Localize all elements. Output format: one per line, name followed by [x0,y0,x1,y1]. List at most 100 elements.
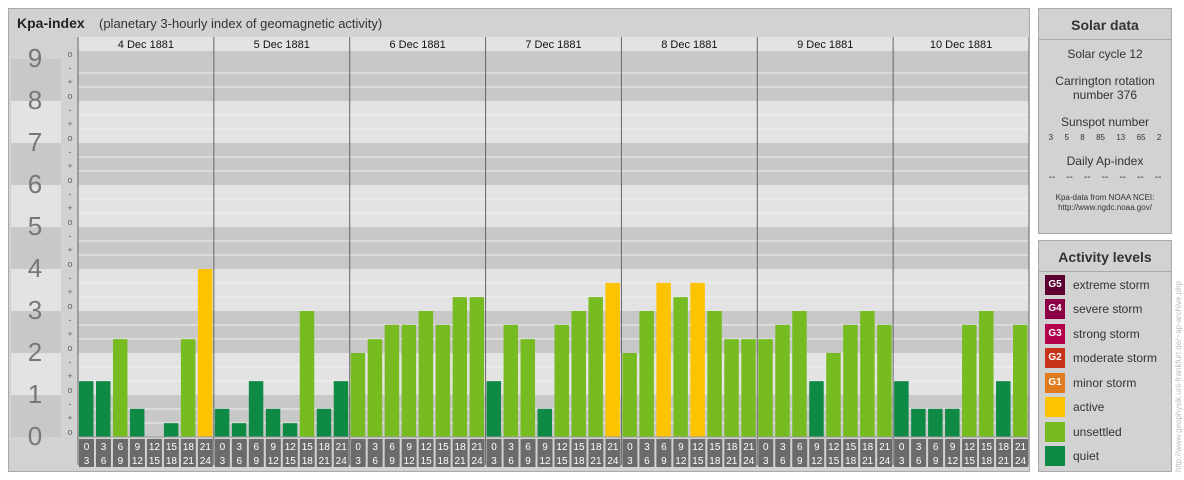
kpa-bar [112,339,128,437]
y-sub-tick-label: + [67,77,72,87]
y-axis-band [11,101,61,143]
kpa-bar [792,311,807,437]
x-interval-box [962,439,978,467]
x-tick-start: 18 [183,442,195,453]
x-tick-start: 15 [438,442,450,453]
x-tick-end: 18 [981,456,993,467]
solar-data-panel: Solar data Solar cycle 12 Carrington rot… [1038,8,1172,234]
x-interval-box [843,439,859,467]
x-interval-box [95,439,111,467]
y-tick-label: 6 [28,169,42,199]
x-tick-start: 18 [998,442,1010,453]
x-interval-box [792,439,808,467]
kpa-bar [656,282,671,437]
kpa-bar [180,339,196,437]
x-tick-start: 12 [285,442,297,453]
kpa-bar [486,381,502,437]
x-tick-end: 9 [118,456,124,467]
y-sub-tick-label: + [67,371,72,381]
x-interval-box [180,439,196,467]
kpa-bar [350,353,366,437]
sunspot-values: 3 5 8 85 13 65 2 [1039,133,1171,142]
x-interval-box [435,439,451,467]
y-sub-tick-label: + [67,245,72,255]
y-tick-label: 8 [28,85,42,115]
x-tick-end: 18 [573,456,585,467]
x-tick-start: 6 [797,442,803,453]
y-sub-tick-label: - [69,189,72,199]
x-tick-start: 3 [780,442,786,453]
kpa-bar [860,311,875,437]
x-tick-start: 18 [862,442,874,453]
chart-title: Kpa-index [17,15,85,31]
legend-label: extreme storm [1073,278,1150,292]
carrington-rotation-line1: Carrington rotation [1055,74,1155,88]
y-sub-tick-label: o [67,427,72,437]
kpa-bar [79,381,94,437]
x-tick-end: 12 [811,456,823,467]
ap-value: -- [1066,172,1073,183]
x-tick-end: 21 [183,456,195,467]
y-axis-band [11,185,61,227]
x-tick-start: 6 [525,442,531,453]
x-interval-box [418,439,434,467]
kpa-bar [894,381,909,437]
kpa-bar [401,324,417,437]
kpa-bar [163,423,179,437]
x-tick-start: 15 [302,442,314,453]
data-source-url: http://www.ngdc.noaa.gov/ [1058,203,1152,212]
x-tick-start: 15 [981,442,993,453]
x-tick-start: 9 [542,442,548,453]
x-tick-start: 15 [573,442,585,453]
kpa-bar [571,311,586,437]
x-tick-start: 21 [879,442,891,453]
x-tick-end: 15 [421,456,433,467]
x-interval-box [537,439,553,467]
data-source-line1: Kpa-data from NOAA NCEI: [1055,193,1155,202]
x-tick-end: 3 [84,456,90,467]
x-tick-start: 3 [237,442,243,453]
y-axis-band [11,395,61,437]
x-interval-box [520,439,536,467]
x-tick-start: 18 [726,442,738,453]
kpa-bar [333,381,349,437]
solar-data-title: Solar data [1039,9,1171,40]
legend-item-g2: G2 moderate storm [1045,348,1157,368]
x-tick-start: 18 [590,442,602,453]
y-sub-tick-label: + [67,329,72,339]
kpa-bar [231,423,247,437]
y-tick-label: 2 [28,337,42,367]
x-tick-end: 12 [404,456,416,467]
x-interval-box [894,439,910,467]
x-tick-start: 0 [899,442,905,453]
x-tick-end: 12 [947,456,959,467]
sunspot-value: 5 [1064,133,1069,142]
y-sub-tick-label: o [67,217,72,227]
x-tick-end: 15 [285,456,297,467]
x-tick-end: 3 [220,456,226,467]
kpa-bar [435,324,451,437]
kpa-bar [95,381,111,437]
kpa-bar [962,324,977,437]
x-tick-end: 9 [254,456,260,467]
y-sub-tick-label: + [67,161,72,171]
x-interval-box [214,439,230,467]
x-tick-end: 15 [692,456,704,467]
x-tick-end: 3 [491,456,497,467]
x-interval-box [248,439,264,467]
kpa-bar [979,311,994,437]
x-tick-start: 6 [661,442,667,453]
legend-item-g4: G4 severe storm [1045,299,1142,319]
kpa-bar [503,324,519,437]
y-tick-label: 5 [28,211,42,241]
y-sub-tick-label: - [69,399,72,409]
kpa-bar [758,339,773,437]
x-tick-end: 18 [438,456,450,467]
x-tick-end: 3 [899,456,905,467]
x-interval-box [79,439,94,467]
x-tick-end: 6 [508,456,514,467]
kpa-bar [384,324,400,437]
legend-swatch-g2: G2 [1045,348,1065,368]
x-interval-box [996,439,1012,467]
kpa-chart-panel: Kpa-index (planetary 3-hourly index of g… [8,8,1030,472]
